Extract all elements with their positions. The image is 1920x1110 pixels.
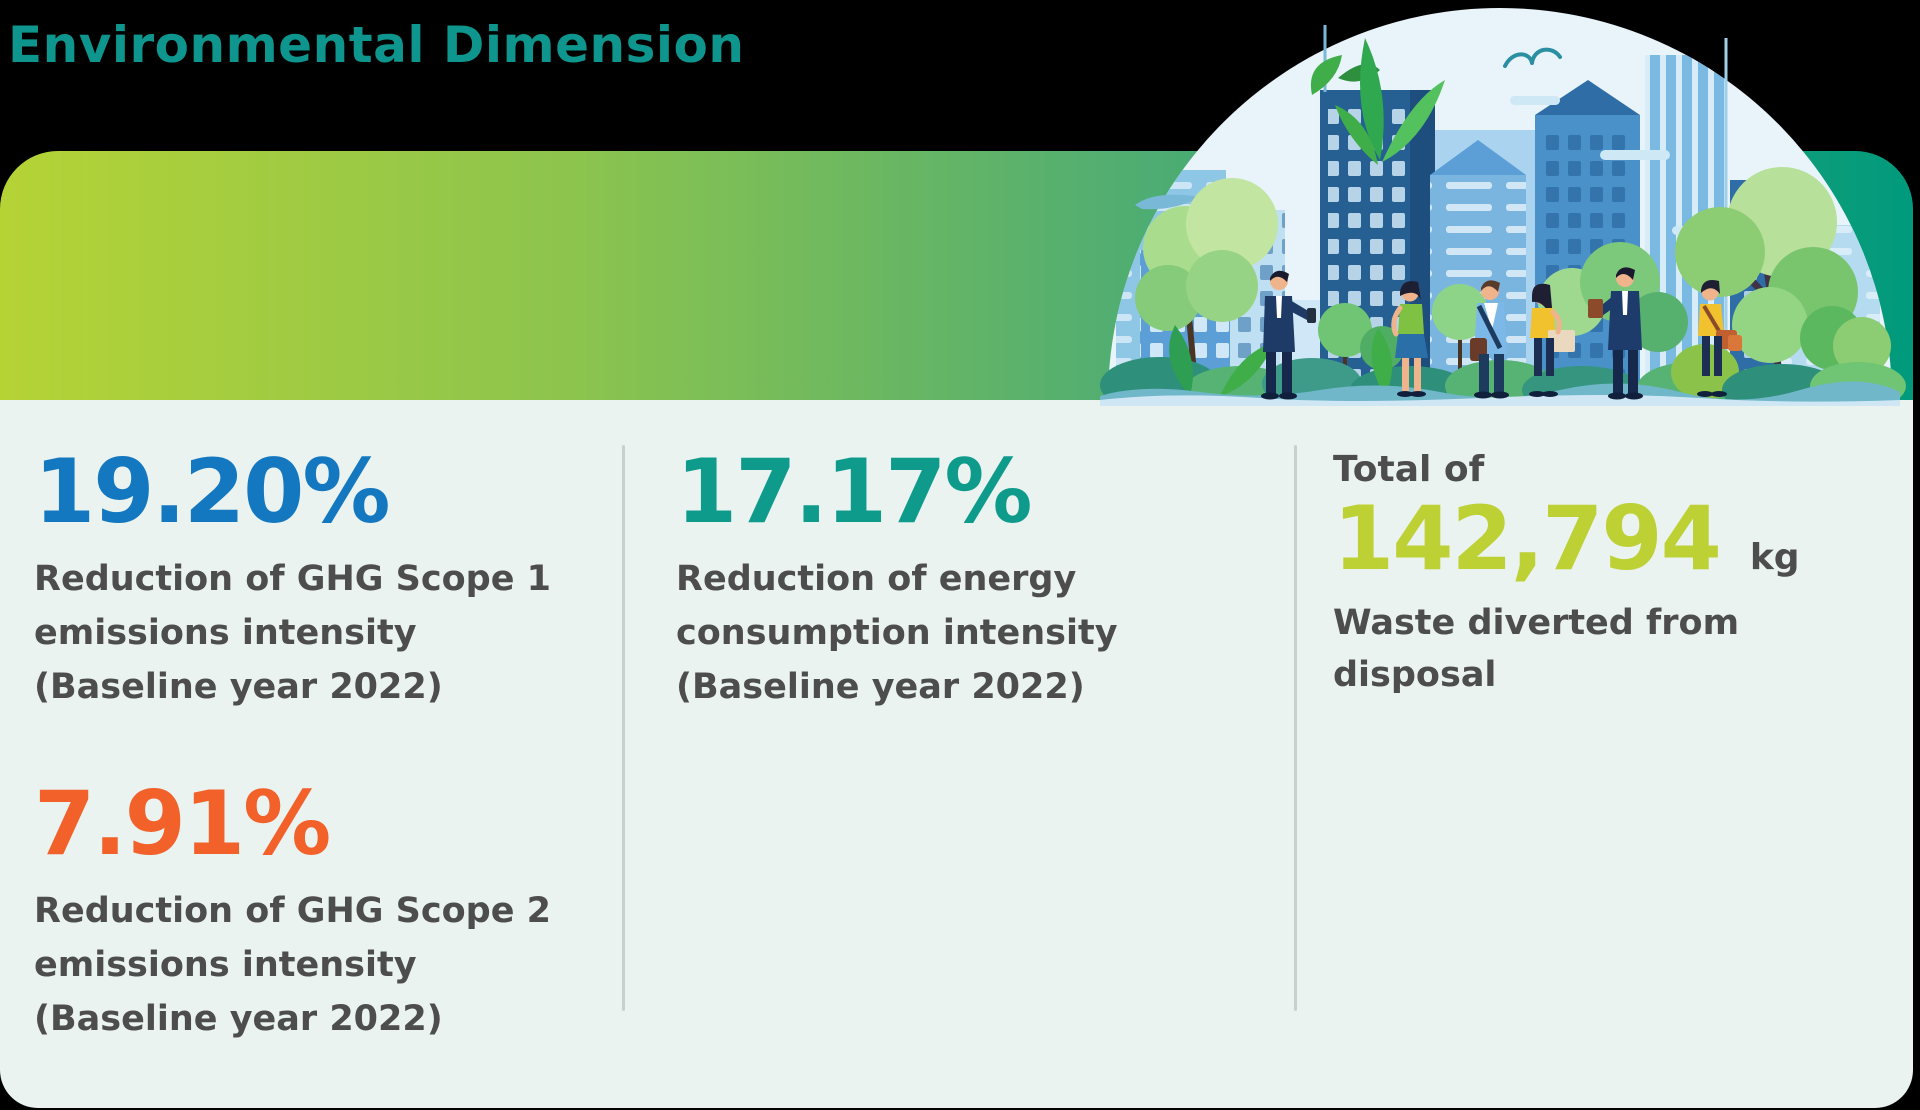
- waste-value: 142,794: [1333, 487, 1722, 591]
- person-businessman-tablet: [1588, 267, 1643, 400]
- person-woman-yellow-box: [1529, 283, 1575, 397]
- waste-prefix: Total of: [1333, 449, 1485, 490]
- scope2-stat: 7.91% Reduction of GHG Scope 2 emissions…: [34, 780, 594, 1046]
- stat-column-energy: 17.17% Reduction of energy consumption i…: [676, 448, 1266, 714]
- ground-leaf-icon: [1169, 325, 1193, 396]
- scope1-label: Reduction of GHG Scope 1 emissions inten…: [34, 559, 552, 707]
- person-businessman-phone: [1261, 270, 1316, 400]
- plant-leaf-icon: [1335, 105, 1378, 165]
- tree-icon: [1135, 178, 1278, 401]
- tree-icon: [1675, 167, 1891, 402]
- stat-column-ghg: 19.20% Reduction of GHG Scope 1 emission…: [34, 448, 594, 1046]
- page-title: Environmental Dimension: [8, 16, 745, 74]
- ground-leaf-icon: [1371, 328, 1393, 396]
- tree-icon: [1318, 284, 1488, 396]
- plant-leaf-icon: [1360, 38, 1384, 160]
- column-divider: [1294, 445, 1297, 1011]
- scope1-stat: 19.20% Reduction of GHG Scope 1 emission…: [34, 448, 594, 714]
- ground: [1100, 395, 1900, 406]
- energy-value: 17.17%: [676, 440, 1033, 543]
- cloud: [1600, 150, 1670, 160]
- column-divider: [622, 445, 625, 1011]
- scope1-value: 19.20%: [34, 440, 391, 543]
- cloud: [1510, 96, 1560, 105]
- city-sustainability-illustration: [1100, 8, 1906, 406]
- leaf-bird-icon: [1310, 55, 1342, 95]
- plant-leaf-icon: [1382, 80, 1445, 162]
- waste-label: Waste diverted from disposal: [1333, 603, 1740, 696]
- energy-stat: 17.17% Reduction of energy consumption i…: [676, 448, 1266, 714]
- bird-icon: [1503, 47, 1562, 68]
- person-woman-green-top: [1391, 281, 1428, 397]
- energy-label: Reduction of energy consumption intensit…: [676, 559, 1118, 707]
- scope2-label: Reduction of GHG Scope 2 emissions inten…: [34, 891, 552, 1039]
- paint-swish-icon: [1135, 194, 1200, 210]
- scope2-value: 7.91%: [34, 772, 331, 875]
- stats-panel: [0, 400, 1913, 1108]
- waste-unit: kg: [1749, 537, 1800, 579]
- stat-column-waste: Total of 142,794 kg Waste diverted from …: [1333, 448, 1893, 701]
- person-man-blue-shirt: [1470, 280, 1509, 399]
- ground-leaf-icon: [1220, 342, 1275, 396]
- waste-stat: Total of 142,794 kg Waste diverted from …: [1333, 448, 1893, 701]
- person-woman-handbag: [1697, 280, 1742, 397]
